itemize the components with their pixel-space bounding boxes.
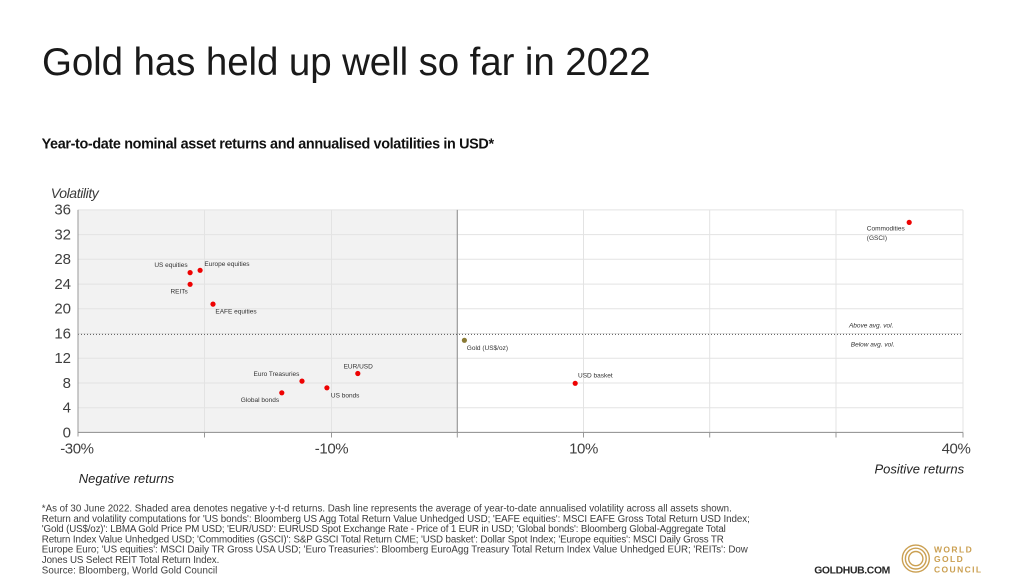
svg-text:12: 12	[54, 350, 71, 367]
svg-text:4: 4	[63, 400, 71, 417]
svg-text:36: 36	[54, 202, 71, 219]
svg-text:Gold (US$/oz): Gold (US$/oz)	[467, 345, 508, 352]
svg-text:0: 0	[63, 424, 71, 441]
svg-text:'Gold (US$/oz)': LBMA Gold Pri: 'Gold (US$/oz)': LBMA Gold Price PM USD;…	[42, 524, 726, 535]
svg-text:Gold has held up well so far i: Gold has held up well so far in 2022	[42, 41, 651, 84]
svg-text:Global bonds: Global bonds	[241, 397, 280, 404]
svg-text:EAFE equities: EAFE equities	[215, 308, 257, 315]
svg-text:Negative returns: Negative returns	[79, 471, 175, 486]
svg-text:REITs: REITs	[170, 288, 188, 295]
svg-text:28: 28	[54, 251, 71, 268]
svg-text:Europe Euro; 'US equities': MS: Europe Euro; 'US equities': MSCI Daily T…	[42, 545, 749, 556]
svg-text:-30%: -30%	[60, 440, 93, 457]
svg-text:Positive returns: Positive returns	[875, 462, 965, 477]
svg-text:GOLDHUB.COM: GOLDHUB.COM	[814, 566, 890, 576]
svg-text:US equities: US equities	[154, 262, 188, 269]
svg-text:Euro Treasuries: Euro Treasuries	[254, 371, 301, 378]
svg-text:Year-to-date nominal asset ret: Year-to-date nominal asset returns and a…	[42, 137, 495, 153]
svg-text:Jones US Select REIT Total Ret: Jones US Select REIT Total Return Index.	[42, 555, 220, 566]
svg-text:COUNCIL: COUNCIL	[934, 564, 983, 574]
svg-text:GOLD: GOLD	[934, 554, 964, 564]
svg-text:EUR/USD: EUR/USD	[344, 364, 374, 371]
svg-text:Source: Bloomberg, World Gold: Source: Bloomberg, World Gold Council	[42, 565, 218, 576]
svg-text:10%: 10%	[569, 440, 598, 457]
svg-text:Volatility: Volatility	[51, 185, 100, 201]
svg-text:Below avg. vol.: Below avg. vol.	[851, 342, 895, 349]
svg-text:(GSCI): (GSCI)	[867, 235, 887, 242]
svg-text:WORLD: WORLD	[934, 544, 973, 554]
svg-text:Return and volatility computat: Return and volatility computations for '…	[42, 514, 750, 525]
svg-text:-10%: -10%	[315, 440, 348, 457]
svg-text:32: 32	[54, 226, 71, 243]
svg-text:8: 8	[63, 375, 71, 392]
svg-text:Commodities: Commodities	[867, 226, 906, 233]
svg-text:Above avg. vol.: Above avg. vol.	[848, 323, 894, 330]
svg-text:*As of 30 June 2022. Shaded ar: *As of 30 June 2022. Shaded area denotes…	[42, 504, 732, 515]
svg-text:20: 20	[54, 301, 71, 318]
svg-text:24: 24	[54, 276, 71, 293]
svg-text:US bonds: US bonds	[331, 392, 360, 399]
svg-text:40%: 40%	[942, 440, 971, 457]
svg-text:USD basket: USD basket	[578, 373, 613, 380]
svg-text:Return Index Value Unhedged US: Return Index Value Unhedged USD; 'Commod…	[42, 534, 724, 545]
svg-text:Europe equities: Europe equities	[204, 261, 250, 268]
svg-text:16: 16	[54, 325, 71, 342]
